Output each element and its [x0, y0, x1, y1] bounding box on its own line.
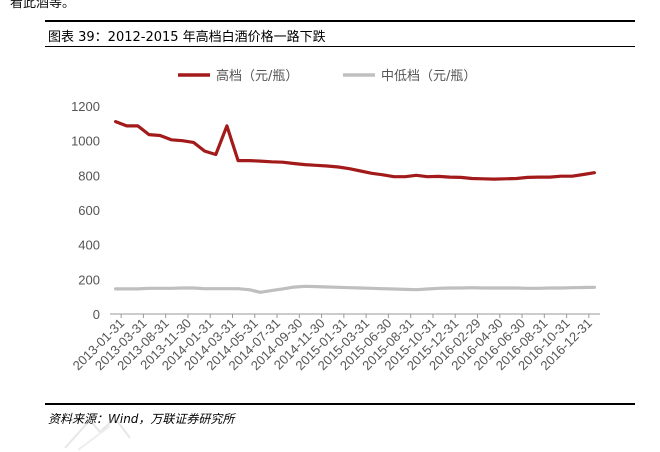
y-tick-label: 0 — [93, 307, 100, 322]
watermark-logo — [64, 416, 131, 451]
title-rule — [45, 46, 635, 47]
source-rule — [45, 403, 635, 405]
series-line — [113, 119, 597, 181]
x-axis: 2013-01-312013-03-312013-08-312013-11-30… — [70, 313, 600, 373]
y-tick-label: 1000 — [71, 134, 100, 149]
legend: 高档（元/瓶） 中低档（元/瓶） — [178, 68, 476, 84]
figure-title: 图表 39：2012-2015 年高档白酒价格一路下跌 — [48, 30, 326, 45]
y-tick-label: 800 — [78, 168, 100, 183]
plot-area — [113, 119, 597, 294]
y-tick-label: 1200 — [71, 99, 100, 114]
legend-label: 中低档（元/瓶） — [381, 69, 476, 84]
series-line — [113, 284, 597, 294]
y-axis: 0 200 400 600 800 1000 1200 — [71, 99, 100, 322]
source-note: 资料来源：Wind，万联证券研究所 — [48, 412, 235, 426]
y-tick-label: 200 — [78, 272, 100, 287]
legend-label: 高档（元/瓶） — [216, 68, 298, 84]
y-tick-label: 400 — [78, 238, 100, 253]
top-rule — [45, 20, 635, 22]
header-fragment: 看此酒等。 — [10, 0, 76, 11]
y-tick-label: 600 — [78, 203, 100, 218]
